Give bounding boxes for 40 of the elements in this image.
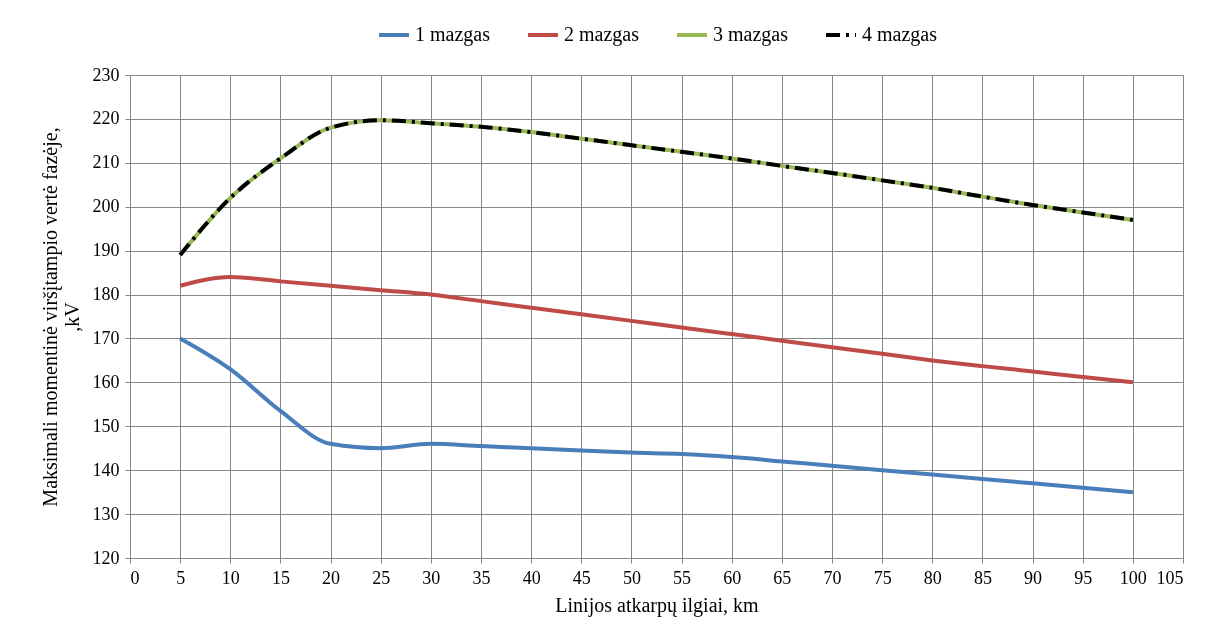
y-tick-label: 160 [92, 371, 120, 392]
x-tick-label: 75 [873, 567, 892, 588]
legend-label: 4 mazgas [862, 23, 938, 46]
y-tick-label: 130 [92, 503, 120, 524]
x-tick-label: 85 [973, 567, 992, 588]
y-tick-label: 120 [92, 547, 120, 568]
legend-label: 2 mazgas [564, 23, 640, 46]
y-tick-label: 190 [92, 240, 120, 261]
x-tick-label: 50 [622, 567, 641, 588]
x-tick-label: 30 [422, 567, 441, 588]
y-tick-label: 170 [92, 327, 120, 348]
legend-label: 1 mazgas [415, 23, 491, 46]
y-axis-title: Maksimali momentinė viršįtampio vertė fazėje, ,kV [38, 127, 83, 507]
y-tick-label: 180 [92, 284, 120, 305]
x-tick-label: 105 [1156, 567, 1184, 588]
x-tick-label: 80 [923, 567, 942, 588]
x-tick-label: 90 [1024, 567, 1043, 588]
x-tick-label: 40 [522, 567, 541, 588]
y-tick-label: 200 [92, 196, 120, 217]
x-tick-label: 70 [823, 567, 842, 588]
x-tick-label: 95 [1074, 567, 1093, 588]
x-tick-label: 10 [221, 567, 240, 588]
x-tick-label: 20 [322, 567, 341, 588]
x-tick-label: 0 [130, 567, 140, 588]
x-tick-label: 45 [572, 567, 591, 588]
y-tick-label: 140 [92, 459, 120, 480]
y-tick-label: 230 [92, 64, 120, 85]
x-tick-label: 25 [372, 567, 391, 588]
y-tick-label: 220 [92, 108, 120, 129]
legend-label: 3 mazgas [713, 23, 789, 46]
x-tick-label: 65 [773, 567, 792, 588]
x-tick-label: 60 [723, 567, 742, 588]
x-tick-label: 35 [472, 567, 491, 588]
x-tick-label: 100 [1119, 567, 1147, 588]
y-tick-label: 150 [92, 415, 120, 436]
x-tick-label: 15 [271, 567, 290, 588]
x-tick-label: 5 [176, 567, 186, 588]
x-axis-title: Linijos atkarpų ilgiai, km [555, 593, 760, 617]
x-tick-label: 55 [673, 567, 692, 588]
y-tick-label: 210 [92, 152, 120, 173]
